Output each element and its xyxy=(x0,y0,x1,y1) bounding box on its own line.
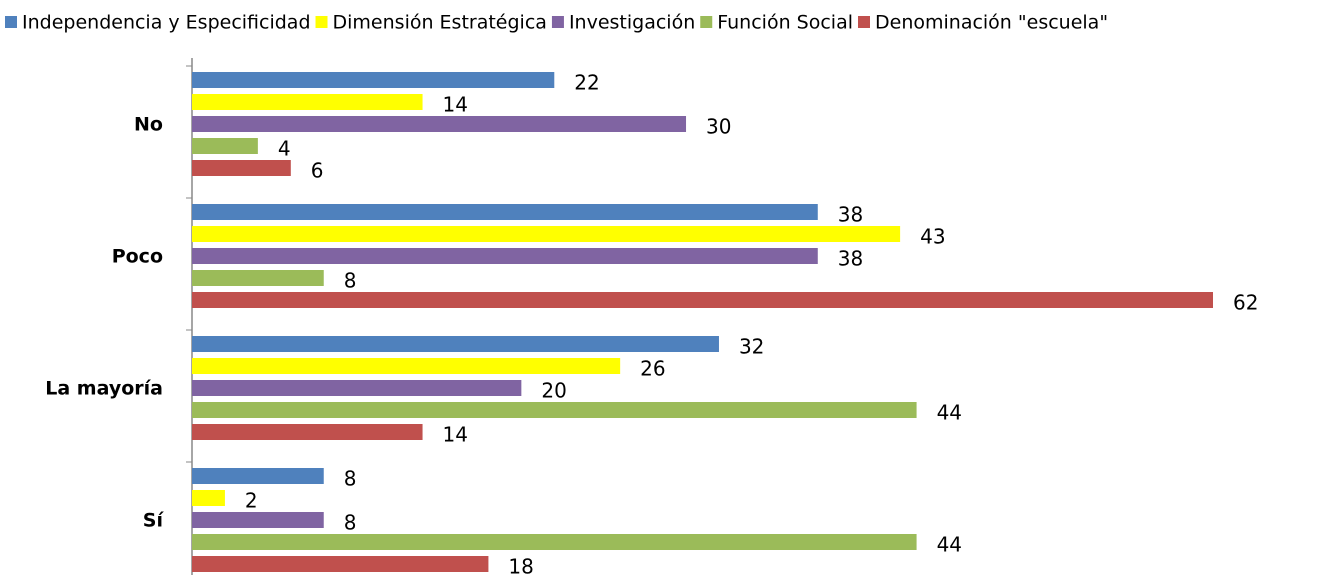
legend-swatch xyxy=(315,16,328,28)
bar xyxy=(192,512,324,528)
value-label: 14 xyxy=(443,423,468,447)
value-label: 14 xyxy=(443,93,468,117)
legend-swatch xyxy=(858,16,870,28)
bar xyxy=(192,490,225,506)
value-label: 18 xyxy=(508,555,533,579)
legend-swatch xyxy=(551,16,564,28)
value-label: 26 xyxy=(640,357,665,381)
value-label: 8 xyxy=(344,269,357,293)
value-label: 22 xyxy=(574,71,599,95)
bar xyxy=(192,468,324,484)
legend-label: Investigación xyxy=(569,12,695,34)
legend-swatch xyxy=(700,16,713,28)
legend-label: Denominación "escuela" xyxy=(875,12,1108,34)
bar xyxy=(192,72,555,88)
category-label: La mayoría xyxy=(45,378,163,400)
value-label: 44 xyxy=(937,533,962,557)
bar xyxy=(192,116,687,132)
value-label: 8 xyxy=(344,467,357,491)
category-label: No xyxy=(134,114,163,136)
value-label: 30 xyxy=(706,115,731,139)
bar xyxy=(192,358,621,374)
value-label: 38 xyxy=(838,247,863,271)
value-label: 44 xyxy=(937,401,962,425)
bar xyxy=(192,402,917,418)
bar xyxy=(192,138,258,154)
bar xyxy=(192,534,917,550)
value-label: 4 xyxy=(278,137,291,161)
bar xyxy=(192,226,901,242)
value-label: 38 xyxy=(838,203,863,227)
value-label: 43 xyxy=(920,225,945,249)
legend-label: Dimensión Estratégica xyxy=(333,12,547,34)
bar xyxy=(192,160,291,176)
value-label: 6 xyxy=(311,159,324,183)
bar xyxy=(192,270,324,286)
bar xyxy=(192,336,719,352)
value-label: 8 xyxy=(344,511,357,535)
bar xyxy=(192,380,522,396)
value-label: 20 xyxy=(541,379,566,403)
category-label: Sí xyxy=(143,510,165,532)
legend-label: Independencia y Especificidad xyxy=(22,12,311,34)
bar xyxy=(192,204,818,220)
value-label: 32 xyxy=(739,335,764,359)
category-label: Poco xyxy=(112,246,163,268)
bar xyxy=(192,94,423,110)
bar xyxy=(192,248,818,264)
bar xyxy=(192,556,489,572)
legend-swatch xyxy=(5,16,17,28)
bar xyxy=(192,292,1213,308)
value-label: 62 xyxy=(1233,291,1258,315)
legend-label: Función Social xyxy=(717,12,853,34)
value-label: 2 xyxy=(245,489,258,513)
bar xyxy=(192,424,423,440)
